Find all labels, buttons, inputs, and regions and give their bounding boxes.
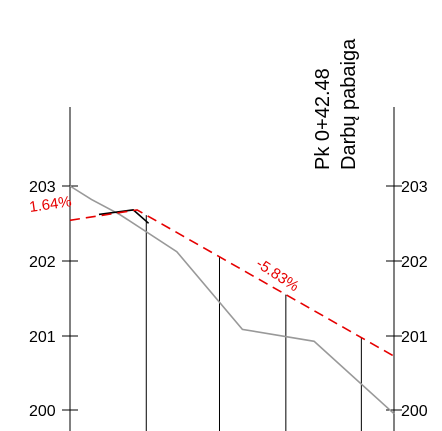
station-name: Darbų pabaiga (338, 38, 360, 170)
right-tick-label-203: 203 (401, 179, 428, 196)
right-tick-label-202: 202 (401, 254, 428, 271)
right-tick-label-201: 201 (401, 329, 428, 346)
left-tick-label-201: 201 (29, 329, 56, 346)
station-label: Pk 0+42.48 Darbų pabaiga (312, 38, 360, 170)
left-tick-label-203: 203 (29, 179, 56, 196)
right-tick-label-200: 200 (401, 403, 428, 420)
right-ticks (386, 185, 402, 411)
left-tick-label-200: 200 (29, 403, 56, 420)
grade-label-1: 1.64% (28, 193, 72, 216)
station-lines (145, 215, 362, 431)
terrain-line (69, 185, 395, 415)
station-chainage: Pk 0+42.48 (312, 68, 334, 170)
left-tick-label-202: 202 (29, 254, 56, 271)
design-grade-line (69, 209, 395, 357)
